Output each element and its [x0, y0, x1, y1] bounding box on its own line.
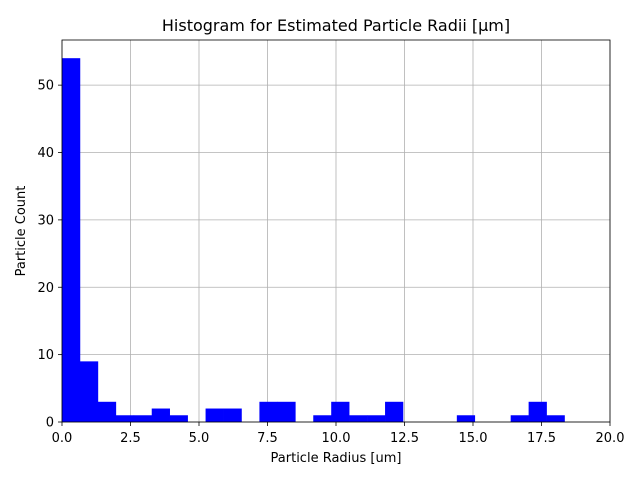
x-tick-label: 12.5	[390, 431, 419, 446]
x-axis-ticks: 0.0 2.5 5.0 7.5 10.0 12.5 15.0 17.5 20.0	[52, 422, 625, 446]
histogram-bar	[151, 408, 170, 422]
histogram-bar	[331, 401, 350, 422]
y-tick-label: 50	[37, 79, 54, 94]
x-tick-label: 20.0	[596, 431, 625, 446]
histogram-bar	[367, 415, 386, 422]
histogram-bar	[169, 415, 188, 422]
x-tick-label: 7.5	[257, 431, 278, 446]
histogram-bar	[205, 408, 224, 422]
x-tick-label: 10.0	[322, 431, 351, 446]
histogram-bar	[79, 361, 99, 422]
histogram-bar	[277, 401, 296, 422]
y-axis-ticks: 0 10 20 30 40 50	[37, 79, 62, 431]
histogram-bar	[223, 408, 242, 422]
x-tick-label: 17.5	[527, 431, 556, 446]
histogram-bar	[62, 58, 81, 422]
histogram-bar	[456, 415, 476, 422]
y-tick-label: 20	[37, 281, 54, 296]
chart-title: Histogram for Estimated Particle Radii […	[162, 16, 510, 35]
histogram-bar	[510, 415, 529, 422]
y-tick-label: 0	[46, 416, 54, 431]
x-tick-label: 0.0	[52, 431, 73, 446]
histogram-bar	[97, 401, 117, 422]
histogram-bar	[528, 401, 547, 422]
histogram-bar	[133, 415, 153, 422]
histogram-bar	[115, 415, 135, 422]
bars	[62, 58, 565, 422]
x-tick-label: 15.0	[459, 431, 488, 446]
x-tick-label: 2.5	[120, 431, 141, 446]
histogram-bar	[546, 415, 565, 422]
x-tick-label: 5.0	[189, 431, 210, 446]
histogram-bar	[385, 401, 404, 422]
x-axis-label: Particle Radius [um]	[271, 451, 402, 466]
y-axis-label: Particle Count	[14, 186, 29, 277]
grid	[61, 40, 611, 423]
y-tick-label: 40	[37, 146, 54, 161]
histogram-bar	[349, 415, 368, 422]
histogram-bar	[259, 401, 278, 422]
y-tick-label: 10	[37, 348, 54, 363]
histogram-bar	[313, 415, 332, 422]
y-tick-label: 30	[37, 213, 54, 228]
